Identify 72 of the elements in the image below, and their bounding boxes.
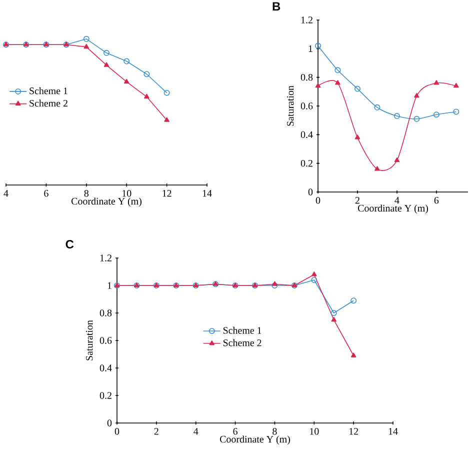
point (434, 80, 440, 85)
y-axis-title: Saturation (86, 320, 93, 360)
x-axis-title: Coordinate Y (m) (71, 198, 142, 207)
y-tick-label: 0.4 (100, 364, 112, 372)
y-tick-label: 0.4 (300, 131, 313, 138)
legend-label: Scheme 1 (223, 326, 262, 334)
point (84, 44, 90, 49)
point (394, 113, 400, 120)
x-tick-label: 2 (355, 197, 360, 204)
x-tick-label: 8 (84, 190, 89, 197)
y-tick-label: 1.2 (301, 16, 312, 24)
point (330, 310, 337, 316)
x-tick-label: 6 (434, 197, 439, 204)
y-tick-label: 0.2 (300, 160, 312, 167)
y-tick-label: 1.2 (100, 254, 112, 262)
legend-label: Scheme 1 (30, 87, 68, 94)
x-tick-label: 6 (233, 428, 238, 435)
y-tick-label: 1 (308, 45, 312, 52)
x-tick-label: 0 (316, 197, 320, 204)
legend-label: Scheme 2 (223, 339, 262, 346)
x-tick-label: 12 (349, 428, 358, 435)
y-tick-label: 0.2 (100, 392, 112, 399)
point (83, 36, 90, 42)
point (144, 71, 150, 78)
x-tick-label: 6 (44, 190, 48, 197)
x-tick-label: 12 (162, 190, 172, 197)
x-axis-title: Coordinate Y (m) (358, 204, 428, 214)
x-tick-label: 10 (310, 428, 319, 435)
point (272, 282, 278, 288)
point (104, 62, 110, 67)
x-axis-title: Coordinate Y (m) (220, 436, 290, 445)
y-axis-title: Saturation (287, 86, 294, 126)
point (350, 352, 356, 358)
point (331, 316, 337, 322)
point (335, 80, 340, 85)
point (374, 166, 380, 171)
point (354, 86, 360, 92)
x-tick-label: 14 (388, 428, 398, 435)
point (454, 82, 459, 88)
point (164, 117, 170, 122)
x-tick-label: 8 (272, 428, 277, 435)
point (311, 272, 317, 276)
x-tick-label: 4 (394, 197, 400, 204)
y-tick-label: 0.6 (100, 337, 112, 344)
y-tick-label: 0.6 (300, 102, 313, 110)
point (433, 112, 440, 118)
x-tick-label: 4 (4, 190, 8, 197)
point (315, 82, 321, 88)
x-tick-label: 14 (202, 190, 212, 197)
chart-title: C (66, 240, 74, 248)
point (272, 281, 278, 286)
y-tick-label: 0 (107, 420, 112, 426)
point (374, 104, 380, 110)
x-tick-label: 0 (114, 428, 120, 435)
point (104, 50, 110, 56)
x-tick-label: 2 (154, 428, 158, 435)
point (354, 134, 360, 140)
point (394, 157, 400, 162)
point (124, 78, 130, 84)
point (414, 116, 420, 122)
x-tick-label: 4 (194, 428, 198, 435)
point (124, 58, 130, 64)
y-tick-label: 1 (108, 282, 112, 289)
point (414, 92, 420, 98)
y-tick-label: 0.8 (100, 310, 112, 316)
legend-label: Scheme 2 (30, 100, 68, 107)
x-tick-label: 10 (122, 190, 132, 197)
point (144, 94, 150, 98)
point (311, 277, 318, 283)
chart-title: B (272, 2, 280, 10)
y-tick-label: 0.8 (300, 74, 313, 81)
point (334, 67, 341, 74)
